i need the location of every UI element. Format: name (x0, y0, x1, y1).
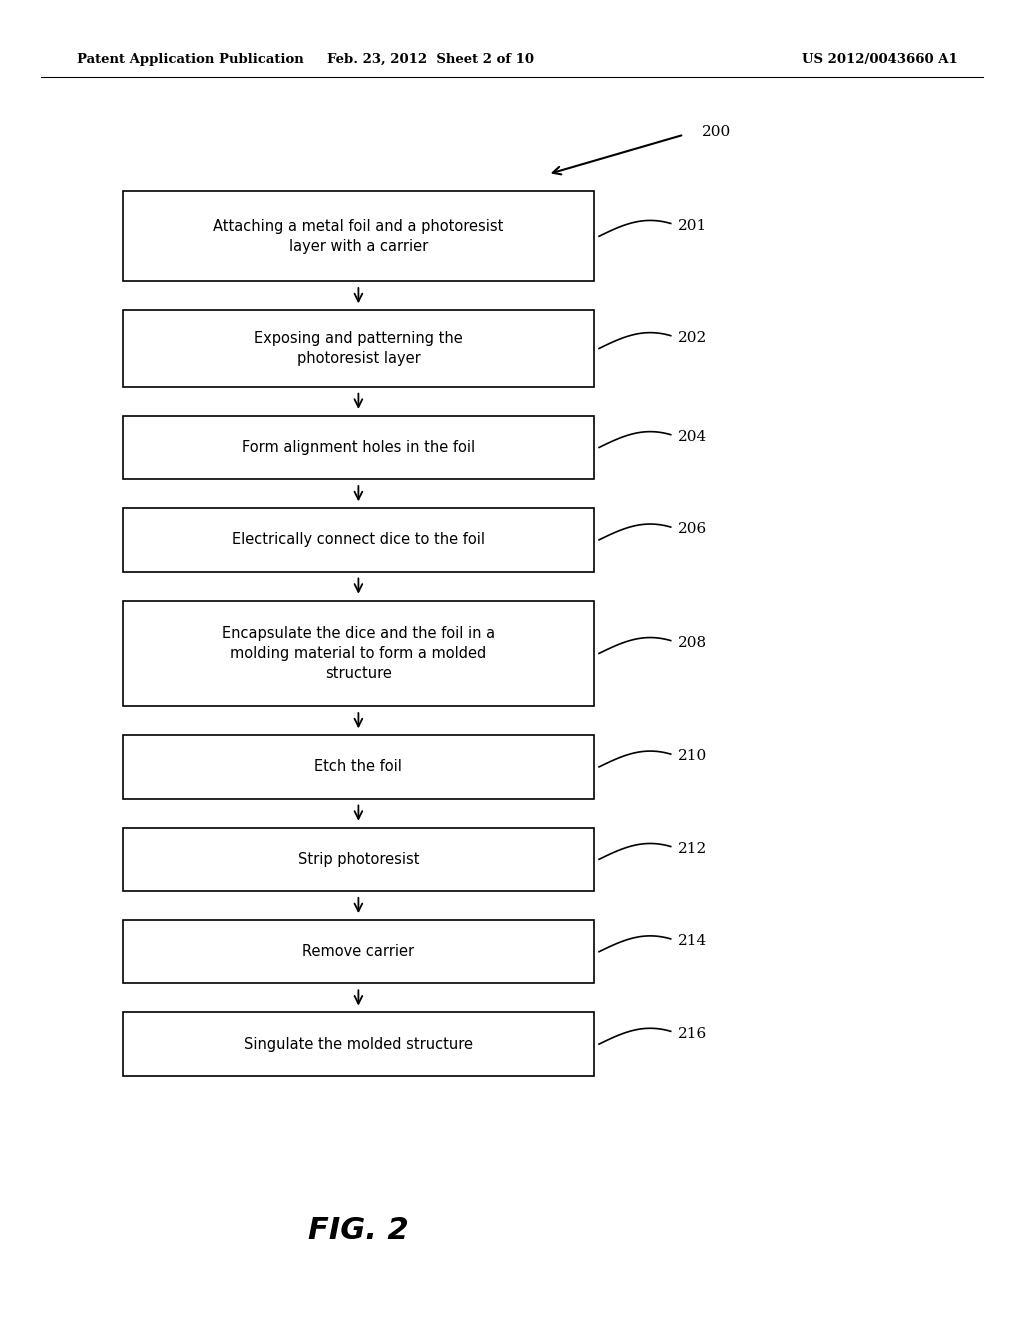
Text: Feb. 23, 2012  Sheet 2 of 10: Feb. 23, 2012 Sheet 2 of 10 (327, 53, 534, 66)
Bar (123, 1012, 594, 1076)
Text: 201: 201 (678, 219, 708, 232)
Text: 206: 206 (678, 523, 708, 536)
Text: 210: 210 (678, 750, 708, 763)
Text: US 2012/0043660 A1: US 2012/0043660 A1 (802, 53, 957, 66)
Text: 204: 204 (678, 430, 708, 444)
Text: Singulate the molded structure: Singulate the molded structure (244, 1036, 473, 1052)
Text: Encapsulate the dice and the foil in a
molding material to form a molded
structu: Encapsulate the dice and the foil in a m… (222, 626, 495, 681)
Text: Remove carrier: Remove carrier (302, 944, 415, 960)
Text: 214: 214 (678, 935, 708, 948)
Text: 216: 216 (678, 1027, 708, 1040)
Bar (123, 828, 594, 891)
Bar (123, 191, 594, 281)
Text: 208: 208 (678, 636, 707, 649)
Text: Exposing and patterning the
photoresist layer: Exposing and patterning the photoresist … (254, 331, 463, 366)
Bar (123, 735, 594, 799)
Text: Etch the foil: Etch the foil (314, 759, 402, 775)
Bar (123, 920, 594, 983)
Text: Form alignment holes in the foil: Form alignment holes in the foil (242, 440, 475, 455)
Text: 202: 202 (678, 331, 708, 345)
Bar (123, 508, 594, 572)
Text: Electrically connect dice to the foil: Electrically connect dice to the foil (231, 532, 485, 548)
Bar (123, 310, 594, 387)
Text: FIG. 2: FIG. 2 (308, 1216, 409, 1245)
Text: 200: 200 (701, 125, 731, 139)
Text: 212: 212 (678, 842, 708, 855)
Text: Attaching a metal foil and a photoresist
layer with a carrier: Attaching a metal foil and a photoresist… (213, 219, 504, 253)
Text: Patent Application Publication: Patent Application Publication (77, 53, 303, 66)
Text: Strip photoresist: Strip photoresist (298, 851, 419, 867)
Bar (123, 601, 594, 706)
Bar (123, 416, 594, 479)
